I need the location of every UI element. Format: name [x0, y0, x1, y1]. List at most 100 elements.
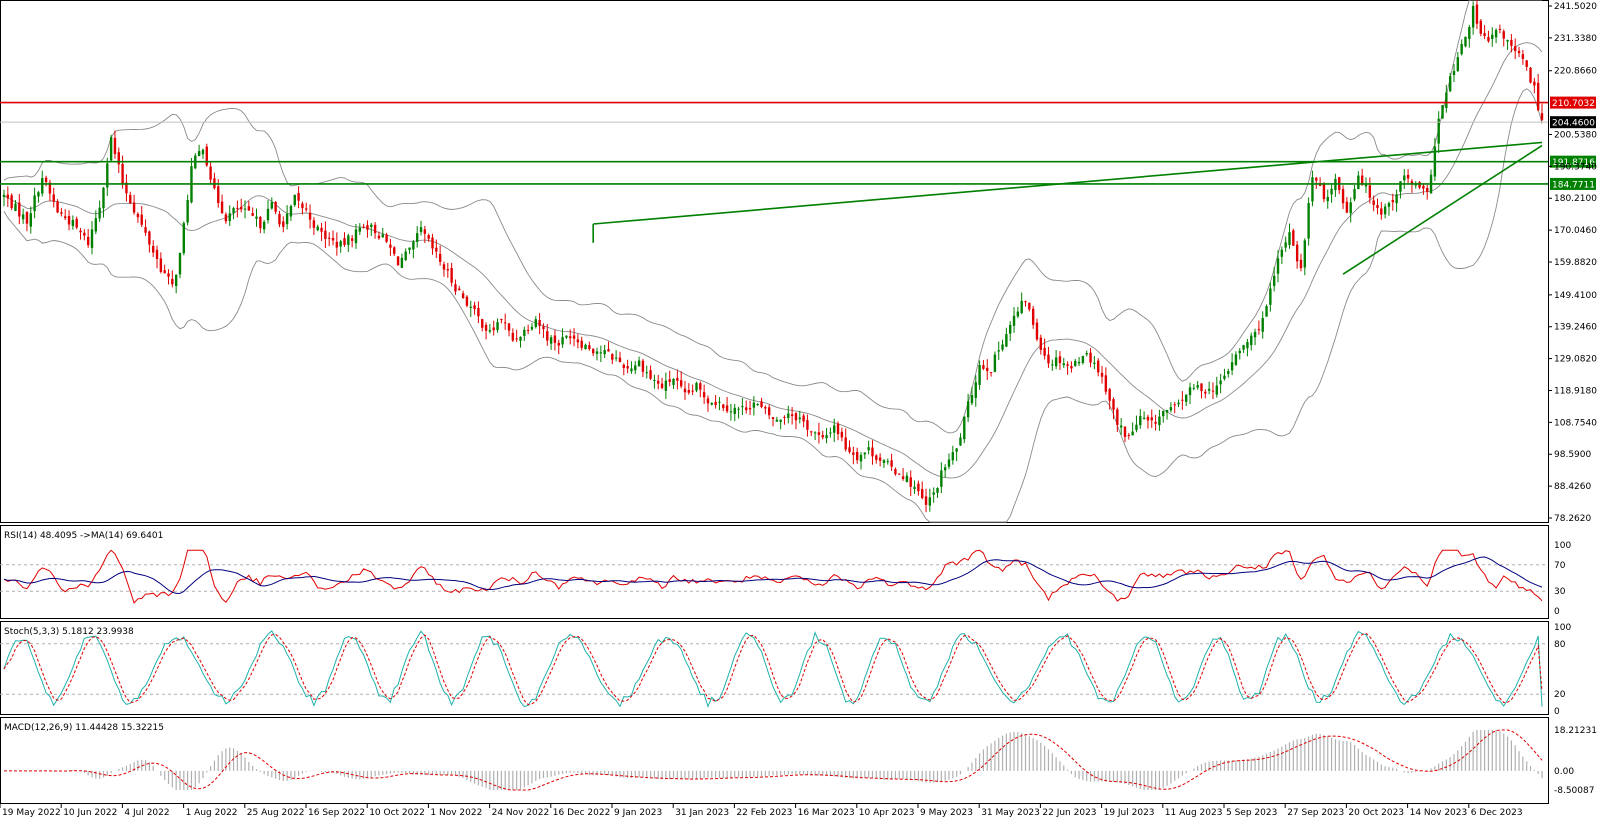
candle	[1070, 361, 1073, 373]
candle	[1525, 60, 1528, 71]
candle	[1020, 292, 1023, 315]
candle	[1487, 30, 1490, 43]
candle	[794, 412, 798, 430]
candle	[1012, 307, 1016, 333]
candle	[1211, 382, 1215, 400]
candle	[106, 157, 109, 196]
candle	[327, 232, 331, 247]
candle	[829, 427, 832, 438]
stoch-series-line	[3, 632, 1543, 706]
candle	[10, 193, 13, 210]
candle	[236, 200, 239, 218]
candle	[1112, 397, 1115, 420]
candle	[882, 459, 886, 468]
candle	[989, 372, 993, 377]
candle	[641, 358, 645, 377]
candle	[1253, 328, 1257, 346]
candle	[136, 212, 140, 223]
resistance-trendline[interactable]	[593, 141, 1543, 225]
candle	[898, 473, 901, 475]
candle	[270, 197, 274, 210]
candle	[848, 440, 851, 454]
candle	[588, 341, 591, 351]
candle	[817, 422, 821, 444]
candle	[959, 433, 962, 446]
candle	[695, 381, 698, 393]
candle	[779, 419, 782, 430]
candle	[1322, 182, 1326, 203]
candle	[1494, 28, 1498, 44]
candle	[1529, 66, 1532, 84]
candle	[1123, 426, 1127, 443]
candle	[1104, 367, 1108, 395]
candle	[1437, 111, 1440, 153]
candle	[729, 403, 733, 421]
candle	[98, 200, 101, 222]
candle	[833, 418, 836, 443]
level-price-tag	[1550, 177, 1596, 190]
candle	[431, 233, 434, 255]
candle	[259, 215, 262, 234]
candle	[1395, 189, 1398, 212]
y-tick-label: 159.8820	[1554, 258, 1597, 268]
candle	[1096, 358, 1100, 377]
candle	[370, 222, 373, 237]
candle	[48, 179, 52, 202]
x-tick-label: 6 Dec 2023	[1471, 808, 1523, 818]
x-tick-label: 10 Oct 2022	[369, 808, 425, 818]
candle	[1204, 389, 1207, 399]
candle	[511, 328, 515, 342]
candle	[802, 413, 805, 428]
candle	[905, 472, 909, 483]
candle	[454, 279, 457, 295]
candle	[515, 329, 518, 342]
candle	[549, 335, 553, 350]
y-tick-label: 0.00	[1554, 767, 1574, 777]
candle	[637, 356, 641, 367]
candle	[358, 223, 362, 236]
y-tick-label: 170.0460	[1554, 226, 1597, 236]
candle	[129, 191, 132, 204]
support-trendline[interactable]	[1342, 144, 1543, 275]
candle	[947, 453, 951, 470]
candle	[1403, 168, 1406, 189]
candle	[1510, 34, 1513, 53]
y-tick-label: 118.9180	[1554, 386, 1597, 396]
candle	[507, 322, 511, 337]
candle	[1341, 185, 1345, 210]
candle	[209, 162, 212, 185]
candle	[197, 144, 201, 157]
candle	[813, 431, 817, 441]
candle	[1196, 380, 1199, 390]
candle	[182, 221, 186, 256]
candle	[871, 440, 874, 465]
candle	[1345, 197, 1349, 214]
candle	[465, 295, 469, 308]
candle	[6, 186, 10, 207]
y-tick-label: 18.21231	[1554, 726, 1597, 736]
candle	[1047, 346, 1050, 368]
candle	[1383, 203, 1387, 219]
candle	[1085, 350, 1088, 357]
candle	[614, 350, 618, 362]
candle	[1066, 361, 1069, 375]
y-tick-label: 149.4100	[1554, 291, 1597, 301]
candle	[324, 221, 327, 248]
candle	[1269, 282, 1272, 312]
candle	[710, 402, 713, 406]
candle	[412, 239, 415, 259]
candle	[52, 187, 55, 208]
candle	[660, 377, 664, 390]
candle	[1177, 399, 1180, 408]
candle	[1188, 382, 1192, 405]
candle	[986, 359, 989, 381]
candle	[255, 208, 258, 227]
candle	[901, 468, 905, 481]
candle	[1184, 394, 1188, 407]
candle	[676, 369, 679, 390]
candle	[1119, 418, 1123, 436]
candle	[810, 430, 813, 437]
candle	[699, 381, 702, 398]
price-plot: 210.7032 191.8716 184.7711 204.4600	[0, 0, 1596, 523]
